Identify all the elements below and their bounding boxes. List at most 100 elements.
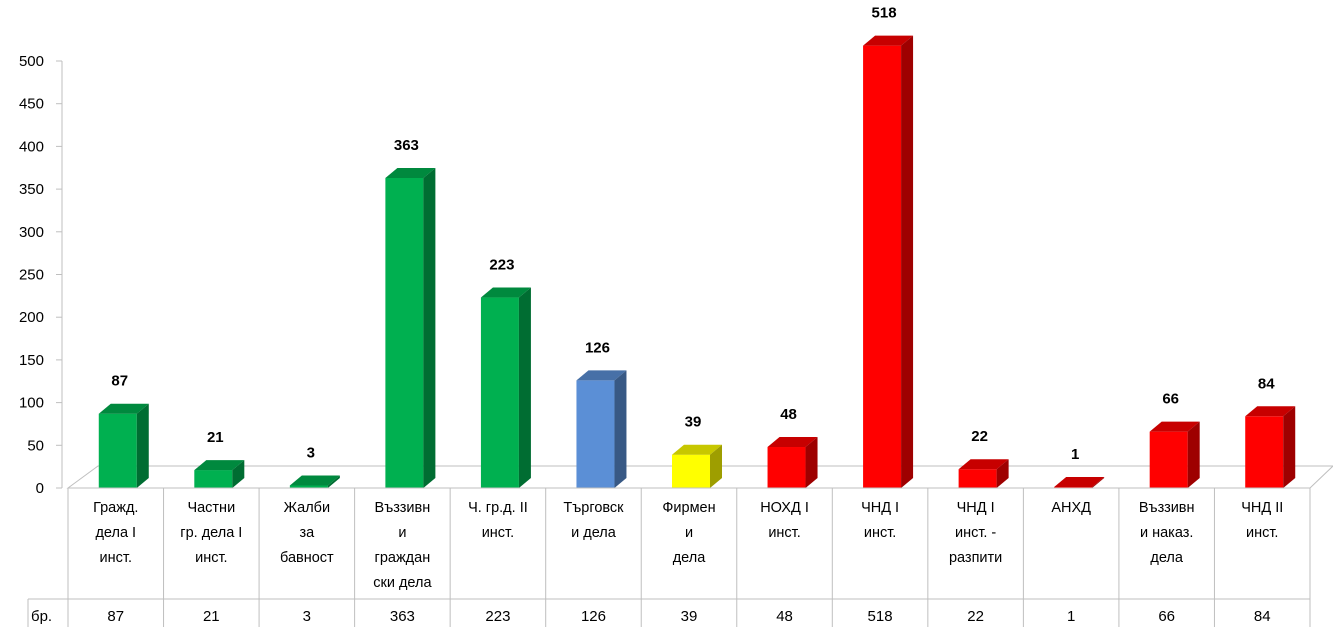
data-label: 84: [1258, 375, 1275, 392]
bar-side: [614, 370, 627, 488]
bar: [863, 35, 914, 489]
table-value-cell: 518: [868, 608, 893, 625]
y-tick-label: 0: [36, 480, 44, 497]
bar-side: [232, 460, 245, 488]
bar-top: [958, 459, 1009, 470]
bar-top: [385, 167, 436, 178]
bar: [1245, 406, 1296, 488]
table-value-cell: 223: [485, 608, 510, 625]
bar-top: [1245, 406, 1296, 417]
y-tick-label: 150: [19, 352, 44, 369]
bar-side: [901, 35, 914, 489]
y-tick-label: 500: [19, 53, 44, 70]
category-label: Въззивн и наказ. дела: [1139, 500, 1195, 566]
bar-top: [672, 444, 722, 455]
bar-top: [98, 403, 149, 414]
y-tick-label: 200: [19, 309, 44, 326]
bar-top: [480, 287, 531, 298]
bar-top: [863, 35, 914, 46]
bar: [289, 475, 340, 488]
data-label: 48: [780, 406, 797, 423]
bar-side: [710, 444, 722, 488]
category-label: Ч. гр.д. ІІ инст.: [468, 500, 528, 541]
category-label: Въззивн и граждан ски дела: [373, 500, 432, 591]
table-value-cell: 84: [1254, 608, 1271, 625]
bar-front: [98, 413, 137, 488]
table-value-cell: 126: [581, 608, 606, 625]
bar-front: [194, 470, 233, 488]
table-value-cell: 21: [203, 608, 220, 625]
data-label: 21: [207, 429, 224, 446]
bar: [194, 460, 245, 488]
bar-front: [576, 380, 615, 488]
data-label: 3: [307, 444, 315, 461]
bar: [576, 370, 627, 488]
bar-top: [194, 460, 245, 471]
y-tick-label: 100: [19, 395, 44, 412]
y-tick-label: 250: [19, 267, 44, 284]
table-value-cell: 39: [681, 608, 698, 625]
y-axis: 0 50 100 150 200 250 300 350 400 450 500: [19, 53, 63, 497]
category-label: ЧНД ІІ инст.: [1241, 500, 1283, 541]
bar-top: [1149, 421, 1200, 432]
category-label: Фирмен и дела: [662, 500, 715, 566]
data-label: 1: [1071, 446, 1079, 463]
table-value-cell: 48: [776, 608, 793, 625]
table-value-cell: 22: [967, 608, 984, 625]
bar-top: [289, 475, 340, 486]
data-labels: 87 21 3 363 223 126 39 48 518 22 1 66 84: [111, 5, 1275, 463]
bar-side: [327, 475, 340, 488]
bar-top: [767, 437, 818, 448]
data-label: 39: [685, 414, 702, 431]
data-label: 126: [585, 339, 610, 356]
data-label: 66: [1162, 391, 1179, 408]
bar-side: [423, 167, 436, 489]
bar-side: [136, 403, 149, 488]
table-value-cell: 363: [390, 608, 415, 625]
data-label: 22: [971, 428, 988, 445]
bar-side: [518, 287, 531, 488]
bar-front: [672, 454, 710, 488]
category-label: Жалби за бавност: [280, 500, 334, 566]
category-label: Търговск и дела: [563, 500, 624, 541]
category-label: АНХД: [1051, 500, 1091, 516]
table-value-cell: 3: [303, 608, 311, 625]
bar: [1149, 421, 1200, 488]
bar-front: [1245, 416, 1284, 488]
bar-front: [767, 447, 806, 488]
table-value-cell: 1: [1067, 608, 1075, 625]
data-label: 87: [111, 373, 128, 390]
bar-front: [1149, 431, 1188, 488]
bar: [98, 403, 149, 488]
y-tick-label: 400: [19, 138, 44, 155]
bar-side: [1187, 421, 1200, 488]
table-value-cell: 87: [107, 608, 124, 625]
bar-side: [805, 437, 818, 488]
y-tick-label: 350: [19, 181, 44, 198]
bar: [672, 444, 722, 488]
bar-front: [289, 485, 328, 488]
bar-side: [1283, 406, 1296, 488]
bar-top: [1054, 477, 1105, 487]
bars: [98, 35, 1296, 489]
bar-side: [1092, 477, 1105, 488]
data-label: 363: [394, 137, 419, 154]
data-label: 518: [872, 5, 897, 22]
table-value-cell: 66: [1158, 608, 1175, 625]
bar-top: [576, 370, 627, 381]
y-tick-label: 450: [19, 96, 44, 113]
series-row-header: бр.: [31, 608, 52, 625]
bar: [480, 287, 531, 488]
bar: [385, 167, 436, 489]
bar: [767, 437, 818, 488]
bar-front: [958, 469, 997, 488]
bar-front: [480, 297, 519, 488]
y-tick-label: 300: [19, 224, 44, 241]
